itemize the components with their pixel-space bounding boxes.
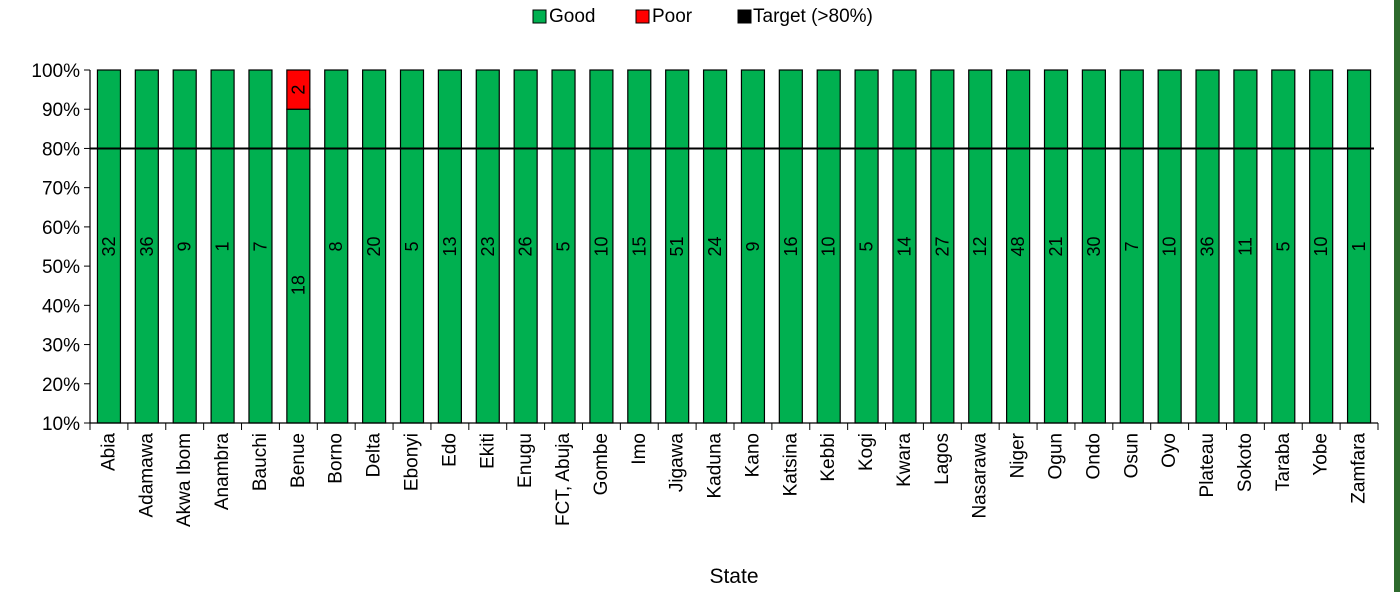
y-tick-label: 90%	[42, 100, 80, 121]
data-label-good: 36	[137, 236, 157, 256]
legend-swatch-target	[737, 9, 752, 24]
x-category-label: Gombe	[591, 433, 612, 495]
data-label-good: 7	[250, 241, 270, 251]
x-category-label: Jigawa	[667, 433, 688, 493]
x-category-label: FCT, Abuja	[553, 433, 574, 526]
x-category-label: Delta	[364, 433, 385, 478]
legend-label-target: Target (>80%)	[753, 6, 873, 27]
x-category-label: Edo	[439, 433, 460, 467]
data-label-good: 24	[705, 236, 725, 256]
x-category-label: Niger	[1008, 432, 1029, 478]
x-category-label: Kwara	[894, 433, 915, 487]
data-label-good: 1	[213, 241, 233, 251]
x-category-label: Imo	[629, 433, 650, 465]
data-label-good: 51	[667, 236, 687, 256]
data-label-good: 15	[629, 236, 649, 256]
x-category-label: Bauchi	[250, 433, 271, 491]
x-category-label: Enugu	[515, 433, 536, 488]
data-label-good: 30	[1084, 236, 1104, 256]
y-tick-label: 20%	[42, 375, 80, 396]
data-label-good: 48	[1008, 236, 1028, 256]
data-label-good: 11	[1235, 237, 1255, 256]
data-label-good: 18	[288, 275, 308, 295]
data-label-good: 9	[175, 241, 195, 251]
y-tick-label: 10%	[42, 414, 80, 435]
x-category-label: Anambra	[212, 433, 233, 511]
legend-label-good: Good	[549, 6, 595, 27]
data-label-good: 12	[970, 236, 990, 256]
x-category-label: Lagos	[932, 433, 953, 485]
x-category-label: Oyo	[1159, 433, 1180, 468]
x-category-label: Benue	[288, 433, 309, 488]
data-label-good: 27	[932, 236, 952, 256]
data-label-good: 10	[819, 236, 839, 256]
x-category-label: Adamawa	[136, 433, 157, 518]
x-category-label: Abia	[98, 433, 119, 471]
bar-poor	[286, 69, 311, 110]
data-label-good: 23	[478, 236, 498, 256]
data-label-good: 10	[1311, 236, 1331, 256]
data-label-good: 8	[326, 241, 346, 251]
y-tick-label: 50%	[42, 257, 80, 278]
data-label-good: 20	[364, 236, 384, 256]
x-category-label: Kaduna	[705, 433, 726, 499]
x-category-label: Zamfara	[1349, 433, 1370, 504]
data-label-good: 14	[894, 236, 914, 256]
x-category-label: Ogun	[1046, 433, 1067, 479]
legend-swatch-poor	[635, 9, 650, 24]
data-label-good: 13	[440, 236, 460, 256]
data-label-good: 32	[99, 236, 119, 256]
x-category-label: Kogi	[856, 433, 877, 471]
data-label-good: 5	[554, 241, 574, 251]
x-category-label: Ebonyi	[402, 433, 423, 491]
x-category-label: Kano	[742, 433, 763, 477]
y-tick-label: 60%	[42, 218, 80, 239]
x-category-label: Osun	[1121, 433, 1142, 478]
data-label-poor: 2	[288, 85, 308, 95]
data-label-good: 5	[402, 241, 422, 251]
x-category-label: Akwa Ibom	[174, 433, 195, 527]
legend-label-poor: Poor	[652, 6, 693, 27]
data-label-good: 7	[1122, 241, 1142, 251]
legend: Good Poor Target (>80%)	[532, 6, 873, 27]
x-category-label: Sokoto	[1235, 433, 1256, 492]
data-label-good: 9	[743, 241, 763, 251]
x-category-label: Ekiti	[477, 433, 498, 469]
x-category-label: Yobe	[1311, 433, 1332, 476]
x-axis-title: State	[709, 565, 758, 588]
legend-swatch-good	[532, 9, 547, 24]
data-label-good: 5	[857, 241, 877, 251]
x-category-label: Nasarawa	[970, 433, 991, 519]
data-label-good: 1	[1349, 241, 1369, 251]
x-category-label: Taraba	[1273, 433, 1294, 492]
data-label-good: 21	[1046, 236, 1066, 256]
x-category-label: Borno	[326, 433, 347, 484]
data-label-good: 16	[781, 236, 801, 256]
x-category-label: Katsina	[780, 433, 801, 497]
x-category-label: Ondo	[1083, 433, 1104, 479]
y-tick-label: 80%	[42, 139, 80, 160]
y-axis: 10% 20% 30% 40% 50% 60% 70% 80% 90% 100%	[31, 61, 91, 435]
y-tick-label: 30%	[42, 336, 80, 357]
x-category-label: Kebbi	[818, 433, 839, 482]
y-tick-label: 100%	[31, 61, 80, 82]
data-label-good: 36	[1198, 236, 1218, 256]
x-axis: Abia Adamawa Akwa Ibom Anambra Bauchi Benue Bo…	[89, 422, 1379, 527]
bar-good	[286, 108, 311, 424]
x-category-label: Plateau	[1197, 433, 1218, 497]
window-edge	[1394, 0, 1400, 592]
data-label-good: 26	[516, 236, 536, 256]
data-label-good: 10	[591, 236, 611, 256]
y-tick-label: 70%	[42, 179, 80, 200]
y-tick-label: 40%	[42, 296, 80, 317]
data-label-good: 5	[1273, 241, 1293, 251]
data-label-good: 10	[1160, 236, 1180, 256]
